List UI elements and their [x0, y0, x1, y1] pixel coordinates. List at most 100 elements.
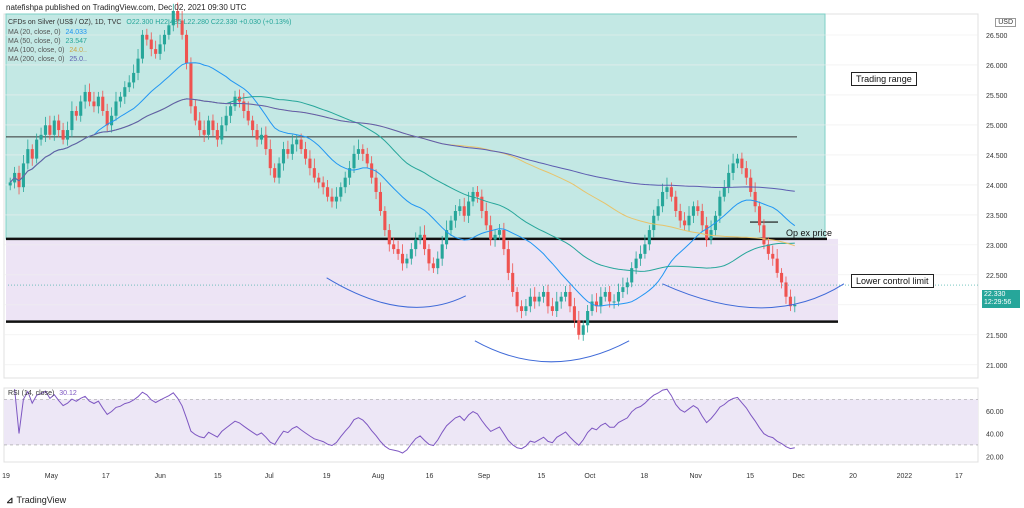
y-tick-label: 26.500	[986, 33, 1008, 40]
ma200-label: MA (200, close, 0)	[8, 56, 65, 63]
candle-body	[757, 206, 762, 226]
ma20-legend[interactable]: MA (20, close, 0) 24.033	[8, 29, 87, 36]
candle-body	[661, 191, 665, 207]
ma50-label: MA (50, close, 0)	[8, 38, 61, 45]
candle-body	[251, 120, 255, 131]
candle-body	[687, 215, 691, 226]
candle-body	[766, 244, 770, 254]
ma100-legend[interactable]: MA (100, close, 0) 24.0..	[8, 47, 87, 54]
candle-body	[586, 311, 590, 326]
candle-body	[581, 325, 585, 335]
x-tick-label: 16	[426, 473, 434, 480]
currency-badge[interactable]: USD	[995, 18, 1016, 27]
candle-body	[506, 249, 510, 273]
ma50-legend[interactable]: MA (50, close, 0) 23.547	[8, 38, 87, 45]
overlay-lower-control-limit	[6, 238, 838, 322]
x-tick-label: 2022	[897, 473, 913, 480]
candle-body	[149, 39, 153, 50]
x-tick-label: Nov	[689, 473, 702, 480]
ma200-legend[interactable]: MA (200, close, 0) 25.0..	[8, 56, 87, 63]
candle-body	[700, 211, 704, 226]
candle-body	[26, 149, 30, 164]
candle-body	[387, 230, 391, 245]
candle-body	[273, 168, 277, 178]
candle-body	[665, 187, 669, 192]
candle-body	[427, 249, 431, 264]
y-tick-label: 25.500	[986, 93, 1008, 100]
candle-body	[105, 111, 109, 126]
candle-body	[577, 320, 581, 335]
rsi-band	[4, 399, 978, 445]
candle-body	[259, 134, 263, 140]
candle-body	[493, 234, 497, 240]
candle-body	[608, 291, 612, 302]
candle-body	[647, 230, 651, 245]
x-tick-label: Oct	[584, 473, 595, 480]
candle-body	[176, 11, 180, 21]
candle-body	[114, 101, 118, 116]
last-price-tag: 22.330 12:29:56	[982, 290, 1020, 308]
candle-body	[370, 163, 374, 178]
candle-body	[242, 101, 246, 112]
x-tick-label: 17	[102, 473, 110, 480]
candle-body	[753, 191, 757, 207]
candle-body	[440, 244, 444, 259]
rsi-legend[interactable]: RSI (14, close) 30.12	[8, 390, 77, 397]
ma200-value: 25.0..	[69, 56, 87, 63]
candle-body	[215, 130, 219, 140]
candle-body	[431, 263, 435, 269]
candle-body	[339, 187, 343, 197]
candle-body	[564, 291, 568, 297]
candle-body	[35, 139, 39, 159]
candle-body	[502, 230, 506, 250]
ma100-label: MA (100, close, 0)	[8, 47, 65, 54]
candle-body	[101, 96, 105, 112]
candle-body	[70, 111, 74, 131]
candle-body	[749, 177, 753, 192]
candle-body	[621, 287, 625, 292]
candle-body	[127, 82, 131, 88]
footer-brand[interactable]: ⊿ TradingView	[6, 495, 66, 506]
candle-body	[88, 91, 92, 102]
candle-body	[612, 301, 616, 303]
candle-body	[462, 206, 466, 216]
candle-body	[762, 225, 766, 245]
candle-body	[383, 211, 387, 231]
candle-body	[630, 268, 634, 283]
candle-body	[171, 11, 175, 26]
candle-body	[92, 101, 96, 107]
brand-name: TradingView	[16, 495, 67, 505]
candle-body	[396, 249, 400, 254]
candle-body	[669, 187, 673, 197]
candle-body	[361, 149, 365, 154]
candle-body	[39, 134, 43, 140]
candle-body	[348, 168, 352, 178]
x-tick-label: Aug	[372, 473, 385, 480]
candle-body	[405, 258, 409, 264]
tradingview-logo-icon: ⊿	[6, 495, 14, 505]
candle-body	[489, 225, 493, 240]
candle-body	[162, 34, 167, 45]
candle-body	[321, 182, 325, 188]
candle-body	[458, 206, 462, 212]
candle-body	[317, 177, 321, 183]
ohlc-values: O22.300 H22.485 L22.280 C22.330 +0.030 (…	[126, 19, 292, 26]
candle-body	[392, 244, 396, 250]
candle-body	[8, 182, 12, 186]
candle-body	[65, 130, 70, 140]
candle-body	[740, 158, 744, 169]
candle-body	[17, 172, 21, 188]
candle-body	[136, 58, 140, 73]
candle-body	[374, 177, 378, 192]
candle-body	[211, 120, 215, 131]
candle-body	[453, 211, 457, 221]
candle-body	[546, 291, 550, 307]
ma20-value: 24.033	[65, 29, 87, 36]
candle-body	[79, 101, 83, 116]
candle-body	[220, 125, 224, 140]
candle-body	[572, 306, 576, 321]
candle-body	[43, 125, 48, 135]
candle-body	[542, 291, 546, 297]
candle-body	[436, 258, 440, 269]
